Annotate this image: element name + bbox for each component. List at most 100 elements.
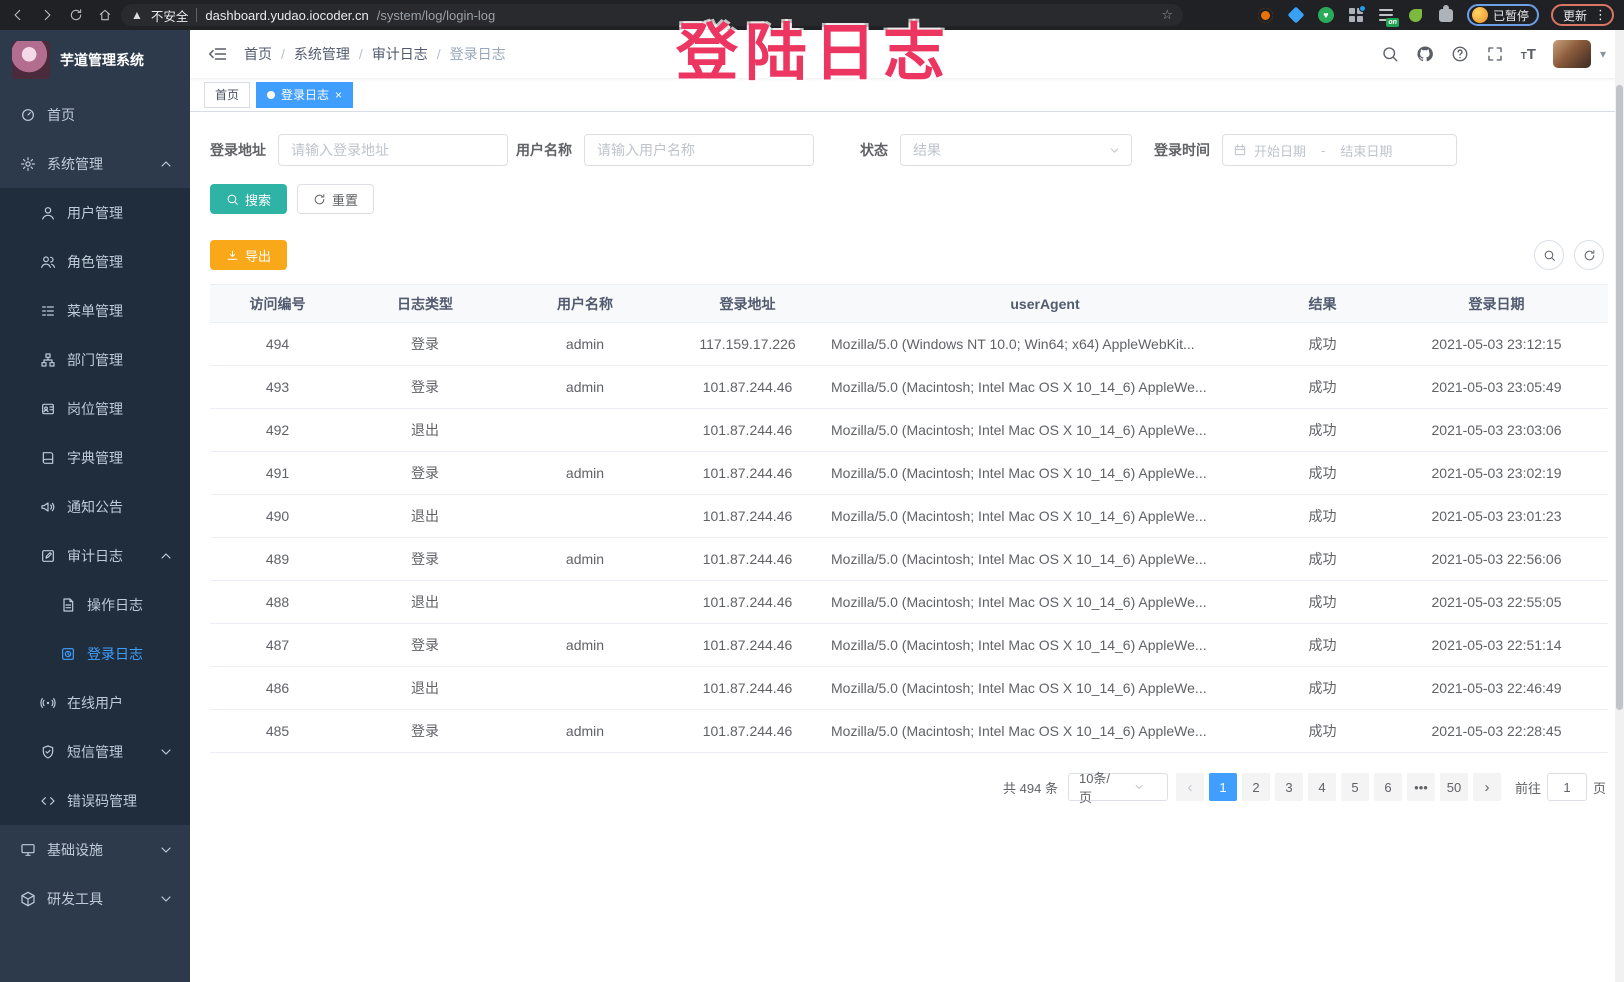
font-size-icon[interactable]: TT	[1520, 45, 1536, 63]
sidebar-item-label: 部门管理	[67, 351, 123, 368]
page-button-5[interactable]: 5	[1340, 773, 1369, 801]
breadcrumb-home[interactable]: 首页	[244, 46, 272, 62]
reset-button[interactable]: 重置	[297, 184, 375, 214]
cell-ip: 101.87.244.46	[665, 365, 830, 409]
chevron-down-icon	[158, 842, 174, 858]
page-size-select[interactable]: 10条/页	[1067, 771, 1168, 805]
sidebar-logo-row[interactable]: 芋道管理系统	[0, 30, 190, 90]
browser-menu-kebab-icon[interactable]: ⋮	[1594, 7, 1607, 22]
table-row: 487 登录 admin 101.87.244.46 Mozilla/5.0 (Maci…	[210, 623, 1608, 667]
breadcrumb-system[interactable]: 系统管理	[293, 46, 350, 62]
profile-paused-chip[interactable]: 已暂停	[1466, 4, 1539, 26]
sidebar-item-menu-list[interactable]: 菜单管理	[0, 286, 190, 335]
sidebar-item-dictionary[interactable]: 字典管理	[0, 433, 190, 482]
sidebar-item-infrastructure[interactable]: 基础设施	[0, 825, 190, 874]
user-avatar[interactable]	[1552, 40, 1591, 68]
sidebar-item-sms[interactable]: 短信管理	[0, 727, 190, 776]
dictionary-icon	[40, 450, 56, 466]
url-host: dashboard.yudao.iocoder.cn	[205, 7, 369, 23]
ext-apps-grid-icon[interactable]	[1347, 5, 1366, 24]
breadcrumb-audit[interactable]: 审计日志	[371, 46, 428, 62]
sidebar-item-audit-log[interactable]: 审计日志	[0, 531, 190, 580]
sidebar-item-error-code[interactable]: 错误码管理	[0, 776, 190, 825]
ext-heart-icon[interactable]: ♥	[1317, 6, 1335, 24]
sidebar-item-users[interactable]: 角色管理	[0, 237, 190, 286]
tab-login-log[interactable]: 登录日志 ×	[256, 81, 354, 108]
cell-user-agent: Mozilla/5.0 (Macintosh; Intel Mac OS X 1…	[830, 537, 1260, 581]
browser-update-button[interactable]: 更新 ⋮	[1550, 4, 1614, 26]
sidebar-item-dev-tools[interactable]: 研发工具	[0, 874, 190, 923]
tab-home[interactable]: 首页	[204, 81, 251, 108]
browser-back-icon[interactable]	[8, 5, 28, 25]
toggle-search-circle-button[interactable]	[1534, 240, 1564, 270]
browser-home-icon[interactable]	[95, 5, 115, 25]
page-button-4[interactable]: 4	[1307, 773, 1336, 801]
scrollbar-thumb[interactable]	[1616, 85, 1623, 710]
ext-leaf-icon[interactable]	[1407, 6, 1425, 24]
breadcrumb: 首页 / 系统管理 / 审计日志 / 登录日志	[244, 46, 506, 62]
fullscreen-icon[interactable]	[1486, 45, 1504, 63]
browser-forward-icon[interactable]	[37, 5, 57, 25]
cell-type: 登录	[345, 537, 505, 581]
tab-close-icon[interactable]: ×	[335, 87, 343, 102]
sidebar-item-gear[interactable]: 系统管理	[0, 139, 190, 188]
sidebar-item-login-log[interactable]: 登录日志	[0, 629, 190, 678]
goto-page-input[interactable]	[1546, 773, 1587, 801]
browser-reload-icon[interactable]	[66, 5, 86, 25]
extensions-row: ♥ on 已暂停 更新 ⋮	[1257, 4, 1614, 27]
ext-list-on-icon[interactable]: on	[1377, 6, 1399, 27]
page-button-2[interactable]: 2	[1241, 773, 1270, 801]
cell-type: 登录	[345, 451, 505, 495]
page-button-1[interactable]: 1	[1208, 773, 1237, 801]
avatar-caret-down-icon[interactable]: ▾	[1599, 47, 1606, 61]
cell-id: 488	[210, 580, 345, 624]
ext-gem-icon[interactable]	[1287, 6, 1305, 24]
page-button-6[interactable]: 6	[1373, 773, 1402, 801]
column-header: 访问编号	[210, 284, 345, 323]
sidebar-item-online-users[interactable]: 在线用户	[0, 678, 190, 727]
cell-username: admin	[505, 365, 665, 409]
tabbar: 首页 登录日志 ×	[190, 78, 1624, 112]
page-button-50[interactable]: 50	[1439, 773, 1468, 801]
next-page-button[interactable]: ›	[1472, 773, 1501, 801]
sidebar-item-user[interactable]: 用户管理	[0, 188, 190, 237]
download-icon	[226, 249, 239, 262]
export-button[interactable]: 导出	[210, 240, 288, 270]
page-button-3[interactable]: 3	[1274, 773, 1303, 801]
username-label: 用户名称	[516, 142, 572, 158]
prev-page-button[interactable]: ‹	[1175, 773, 1204, 801]
url-path: /system/log/login-log	[376, 7, 496, 23]
help-icon[interactable]	[1451, 45, 1469, 63]
page-scrollbar[interactable]	[1615, 30, 1624, 982]
address-bar[interactable]: ▲ 不安全 dashboard.yudao.iocoder.cn /system…	[121, 4, 1183, 26]
ext-puzzle-icon[interactable]	[1437, 4, 1455, 24]
sidebar-item-org-tree[interactable]: 部门管理	[0, 335, 190, 384]
sidebar-item-label: 字典管理	[67, 449, 123, 466]
header-search-icon[interactable]	[1381, 45, 1399, 63]
login-address-input[interactable]	[278, 134, 508, 166]
sidebar-item-id-badge[interactable]: 岗位管理	[0, 384, 190, 433]
cell-id: 485	[210, 709, 345, 753]
login-log-table: 访问编号 日志类型 用户名称 登录地址 userAgent 结果 登录日期 494 登录 adm…	[210, 284, 1608, 753]
sidebar-item-operation-log[interactable]: 操作日志	[0, 580, 190, 629]
sidebar-item-announcement[interactable]: 通知公告	[0, 482, 190, 531]
search-button[interactable]: 搜索	[210, 184, 288, 214]
active-tab-dot	[267, 90, 276, 99]
sidebar-collapse-icon[interactable]	[208, 44, 228, 64]
ext-record-icon[interactable]	[1257, 6, 1275, 24]
username-input[interactable]	[584, 134, 814, 166]
cell-ip: 101.87.244.46	[665, 709, 830, 753]
sidebar-item-label: 角色管理	[67, 253, 123, 270]
sidebar-item-label: 基础设施	[47, 841, 103, 858]
cell-date: 2021-05-03 23:12:15	[1385, 322, 1608, 366]
table-row: 493 登录 admin 101.87.244.46 Mozilla/5.0 (Maci…	[210, 365, 1608, 409]
sidebar-item-dashboard[interactable]: 首页	[0, 90, 190, 139]
more-pages-button[interactable]: •••	[1406, 773, 1435, 801]
status-select[interactable]: 结果	[900, 134, 1132, 166]
refresh-circle-button[interactable]	[1574, 240, 1604, 270]
login-time-range-picker[interactable]: 开始日期 - 结束日期	[1222, 134, 1457, 166]
cell-result: 成功	[1260, 537, 1385, 581]
bookmark-star-icon[interactable]: ☆	[1161, 7, 1173, 22]
github-icon[interactable]	[1416, 45, 1434, 63]
sidebar-item-label: 用户管理	[67, 204, 123, 221]
